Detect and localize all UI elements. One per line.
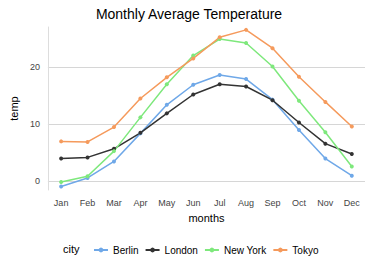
svg-text:London: London [165,245,198,256]
svg-text:10: 10 [30,119,40,129]
svg-text:20: 20 [30,62,40,72]
svg-text:Nov: Nov [317,198,334,208]
svg-text:New York: New York [224,245,267,256]
svg-text:Aug: Aug [238,198,254,208]
svg-text:months: months [188,212,225,224]
svg-text:Sep: Sep [265,198,281,208]
svg-text:Oct: Oct [292,198,307,208]
svg-text:city: city [63,243,80,255]
svg-text:Jun: Jun [186,198,201,208]
svg-text:Tokyo: Tokyo [292,245,319,256]
svg-text:Jan: Jan [54,198,69,208]
svg-text:Dec: Dec [344,198,361,208]
svg-text:Feb: Feb [80,198,96,208]
svg-text:Apr: Apr [133,198,147,208]
svg-text:Monthly Average Temperature: Monthly Average Temperature [96,6,282,22]
svg-text:Mar: Mar [106,198,122,208]
svg-text:temp: temp [8,96,20,120]
svg-text:0: 0 [35,176,40,186]
svg-text:Jul: Jul [214,198,226,208]
svg-text:May: May [158,198,176,208]
svg-text:Berlin: Berlin [113,245,139,256]
